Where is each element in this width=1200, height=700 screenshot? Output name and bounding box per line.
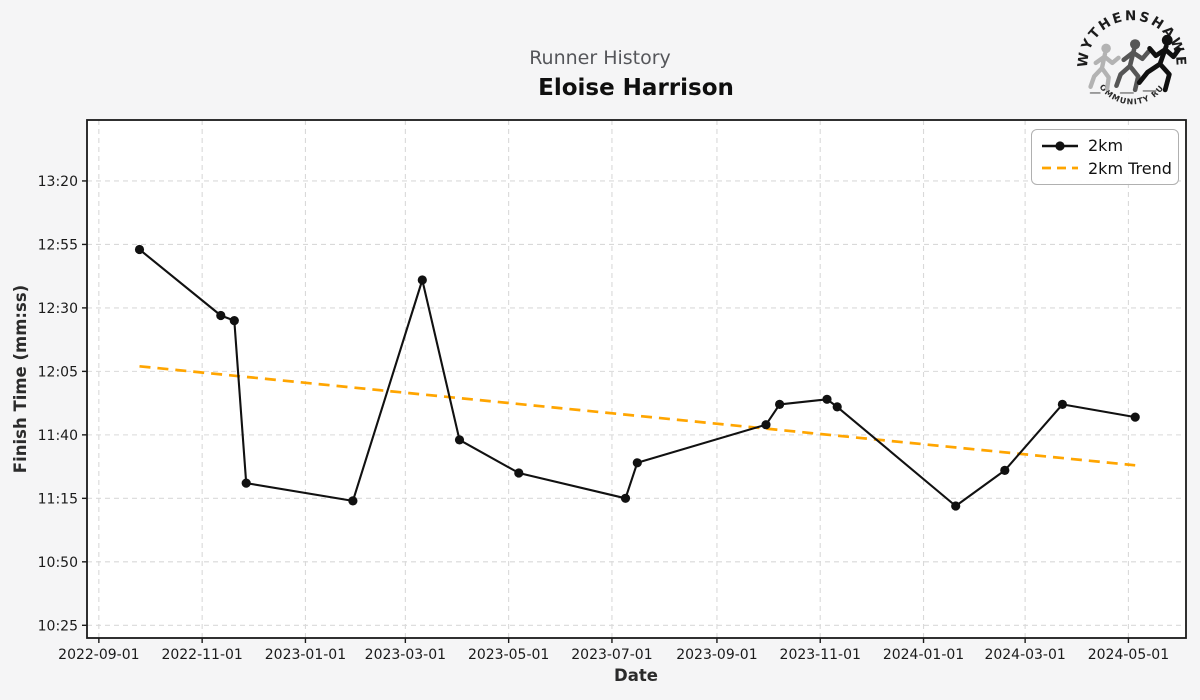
x-tick-label: 2022-11-01 bbox=[161, 647, 242, 663]
data-point bbox=[229, 316, 239, 326]
series-line bbox=[138, 248, 1136, 508]
x-tick-label: 2023-09-01 bbox=[676, 647, 757, 663]
y-tick-label: 10:25 bbox=[38, 618, 78, 634]
logo-ground-marks bbox=[1089, 90, 1157, 94]
data-point bbox=[822, 394, 832, 404]
legend-label-2km-trend: 2km Trend bbox=[1088, 158, 1172, 178]
data-point bbox=[134, 244, 145, 255]
data-point bbox=[348, 496, 358, 506]
runner-icon-right bbox=[1136, 34, 1182, 93]
trend-line bbox=[139, 364, 1136, 467]
axis-tick-labels: 2022-09-01 2022-11-01 2023-01-01 2023-03-01… bbox=[38, 174, 1169, 663]
y-tick-label: 12:55 bbox=[38, 237, 78, 253]
data-point bbox=[832, 402, 842, 412]
x-tick-label: 2024-03-01 bbox=[984, 647, 1065, 663]
figure-suptitle: Runner History bbox=[529, 47, 671, 69]
x-tick-label: 2023-07-01 bbox=[571, 647, 652, 663]
plot-area bbox=[87, 120, 1186, 638]
y-tick-label: 13:20 bbox=[38, 174, 78, 190]
data-point bbox=[514, 468, 524, 478]
x-tick-label: 2023-11-01 bbox=[780, 647, 861, 663]
legend-label-2km: 2km bbox=[1088, 136, 1124, 156]
runner-icon-middle bbox=[1114, 39, 1151, 93]
y-tick-label: 12:30 bbox=[38, 301, 78, 317]
data-point bbox=[1130, 412, 1140, 422]
y-axis-label: Finish Time (mm:ss) bbox=[11, 285, 30, 473]
gridlines bbox=[87, 120, 1186, 638]
x-axis-label: Date bbox=[614, 666, 658, 685]
x-tick-label: 2024-05-01 bbox=[1088, 647, 1169, 663]
data-point bbox=[417, 275, 427, 285]
data-point bbox=[1000, 465, 1010, 475]
trend-line-layer bbox=[139, 364, 1136, 467]
data-point bbox=[454, 435, 465, 445]
y-tick-label: 12:05 bbox=[38, 364, 78, 380]
y-tick-label: 10:50 bbox=[38, 555, 78, 571]
data-point bbox=[620, 493, 631, 503]
data-point bbox=[216, 310, 226, 321]
x-tick-label: 2023-03-01 bbox=[365, 647, 446, 663]
wythenshawe-community-run-logo: WYTHENSHAWE COMMUNITY RUN bbox=[1075, 8, 1187, 106]
page-title: Eloise Harrison bbox=[538, 75, 734, 101]
data-point bbox=[775, 399, 785, 409]
y-tick-label: 11:15 bbox=[38, 491, 78, 507]
x-tick-label: 2024-01-01 bbox=[883, 647, 964, 663]
plot-border bbox=[86, 119, 1187, 639]
x-tick-label: 2023-05-01 bbox=[468, 647, 549, 663]
data-point bbox=[761, 420, 771, 430]
runner-icon-left bbox=[1088, 43, 1121, 92]
x-tick-label: 2023-01-01 bbox=[265, 647, 346, 663]
data-point bbox=[951, 501, 961, 511]
legend-item-2km: 2km bbox=[1041, 136, 1169, 155]
data-point bbox=[1057, 399, 1067, 409]
data-point bbox=[632, 458, 642, 468]
legend: 2km 2km Trend bbox=[1031, 129, 1179, 185]
legend-line-marker-icon bbox=[1042, 141, 1078, 151]
x-tick-label: 2022-09-01 bbox=[58, 647, 139, 663]
legend-dashed-line-icon bbox=[1042, 166, 1078, 170]
data-point bbox=[241, 478, 251, 488]
series-line-layer bbox=[134, 244, 1140, 511]
legend-item-2km-trend: 2km Trend bbox=[1041, 158, 1172, 178]
y-tick-label: 11:40 bbox=[38, 428, 78, 444]
